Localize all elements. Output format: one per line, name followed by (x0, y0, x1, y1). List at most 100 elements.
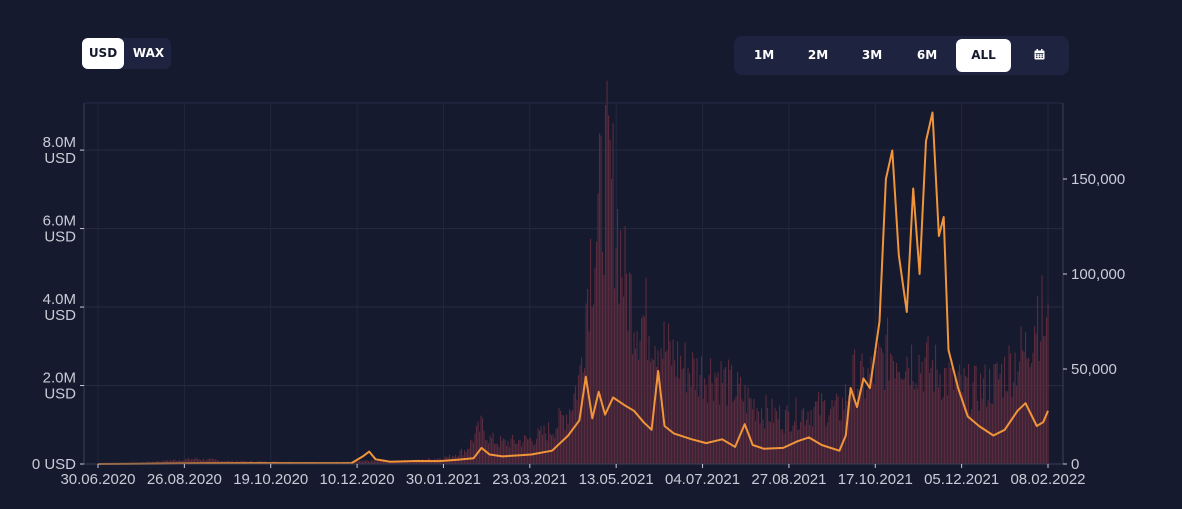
volume-bar (633, 332, 635, 464)
volume-bar (837, 396, 839, 464)
volume-bar (180, 460, 182, 464)
volume-bar (179, 460, 181, 464)
volume-bar (461, 448, 463, 464)
volume-bar (611, 178, 613, 464)
volume-bar (984, 364, 986, 464)
volume-bar (614, 288, 616, 464)
volume-bar (867, 367, 869, 464)
volume-bar (1041, 275, 1043, 464)
volume-bar (768, 421, 770, 464)
volume-bar (978, 410, 980, 464)
volume-bar (780, 429, 782, 464)
volume-bar (849, 399, 851, 464)
volume-bar (674, 360, 676, 464)
volume-bar (731, 364, 733, 464)
volume-bar (231, 460, 233, 464)
volume-bar (740, 376, 742, 464)
volume-bar (878, 342, 880, 464)
volume-bar (951, 360, 953, 464)
volume-bar (773, 422, 775, 464)
volume-bar (948, 362, 950, 464)
range-3m-button[interactable]: 3M (861, 48, 883, 62)
range-1m-button[interactable]: 1M (753, 48, 775, 62)
volume-bar (1029, 367, 1031, 464)
volume-bar (165, 459, 167, 464)
volume-bar (431, 460, 433, 464)
volume-bar (857, 388, 859, 464)
x-tick-label: 17.10.2021 (838, 471, 913, 488)
volume-bar (527, 439, 529, 464)
volume-bar (944, 367, 946, 464)
volume-bar (645, 277, 647, 464)
volume-bar (767, 407, 769, 464)
volume-bar (551, 435, 553, 464)
x-tick-label: 23.03.2021 (492, 471, 567, 488)
volume-bar (648, 335, 650, 464)
volume-bar (1001, 363, 1003, 464)
volume-bar (473, 442, 475, 464)
volume-bar (771, 398, 773, 464)
volume-bar (569, 409, 571, 464)
volume-bar (762, 419, 764, 464)
currency-wax-button[interactable]: WAX (132, 46, 165, 60)
volume-bar (599, 133, 601, 465)
calendar-button[interactable] (1017, 39, 1061, 72)
volume-bar (824, 400, 826, 464)
volume-bar (887, 317, 889, 464)
volume-bar (590, 238, 592, 464)
volume-bar (959, 364, 961, 464)
volume-bar (896, 363, 898, 464)
volume-bar (1007, 391, 1009, 464)
volume-bar (191, 459, 193, 464)
volume-bar (492, 432, 494, 464)
volume-bar (900, 378, 902, 464)
volume-bar (576, 399, 578, 464)
volume-bar (558, 408, 560, 464)
volume-bar (770, 422, 772, 464)
volume-bar (1023, 351, 1025, 464)
volume-bar (912, 381, 914, 464)
volume-bar (497, 444, 499, 464)
volume-bar (693, 358, 695, 464)
volume-bar (371, 460, 373, 464)
volume-bar (197, 458, 199, 464)
volume-bar (882, 352, 884, 464)
volume-bar (423, 460, 425, 464)
volume-bar (935, 344, 937, 464)
volume-bar (594, 267, 596, 464)
volume-bar (884, 389, 886, 464)
volume-bar (1013, 382, 1015, 464)
volume-bar (698, 396, 700, 464)
volume-bar (566, 414, 568, 464)
range-2m-button[interactable]: 2M (807, 48, 829, 62)
volume-bar (890, 353, 892, 464)
volume-bar (942, 397, 944, 464)
volume-bar (177, 460, 179, 464)
volume-bar (930, 367, 932, 464)
range-6m-button[interactable]: 6M (916, 48, 938, 62)
currency-toggle: USD WAX (82, 38, 171, 69)
volume-bar (690, 386, 692, 464)
volume-bar (365, 460, 367, 464)
y-left-tick-label: 6.0M (43, 213, 76, 230)
volume-bar (842, 397, 844, 464)
currency-usd-button[interactable]: USD (82, 38, 124, 69)
volume-bar (879, 346, 881, 464)
volume-bar (702, 398, 704, 464)
volume-bar (969, 413, 971, 464)
volume-bars (98, 80, 1049, 465)
volume-bar (399, 460, 401, 464)
time-range-selector: 1M 2M 3M 6M ALL (734, 36, 1069, 75)
volume-bar (989, 368, 991, 464)
volume-bar (156, 461, 158, 464)
x-tick-label: 30.01.2021 (406, 471, 481, 488)
volume-bar (714, 372, 716, 464)
x-tick-label: 19.10.2020 (233, 471, 308, 488)
volume-bar (564, 429, 566, 464)
volume-bar (519, 439, 521, 464)
volume-bar (726, 405, 728, 464)
range-all-button[interactable]: ALL (956, 39, 1011, 72)
volume-bar (972, 382, 974, 464)
volume-bar (621, 277, 623, 464)
